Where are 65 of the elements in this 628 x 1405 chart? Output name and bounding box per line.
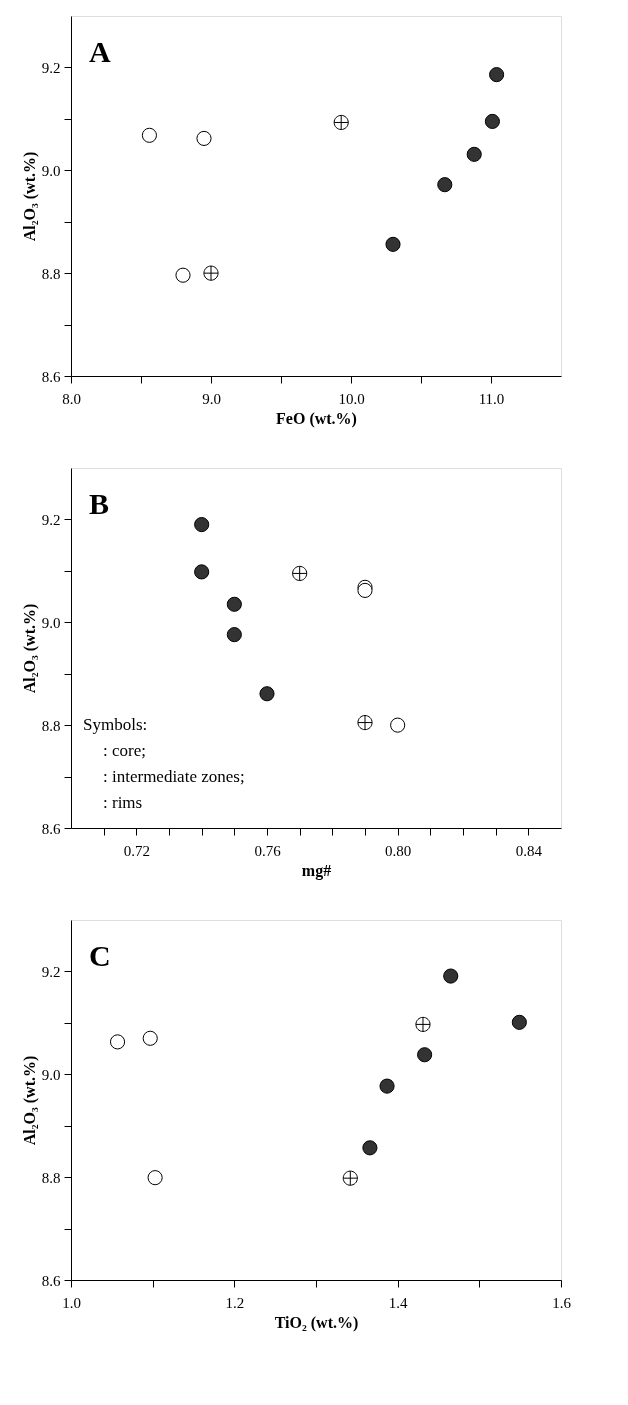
- y-tick-label: 8.8: [41, 717, 61, 734]
- y-tick-label: 9.2: [41, 511, 61, 528]
- point: [226, 596, 242, 612]
- x-tick-label: 1.0: [62, 1294, 81, 1311]
- point: [417, 1047, 433, 1063]
- text: C: [89, 939, 111, 972]
- point: [415, 1016, 431, 1032]
- x-tick-label: 1.6: [552, 1294, 572, 1311]
- y-tick-label: 9.0: [41, 162, 61, 179]
- y-axis-title: Al₂O₃ (wt.%): [20, 603, 39, 694]
- text: A: [89, 35, 111, 68]
- annotation: : rims: [103, 793, 143, 812]
- point: [342, 1170, 358, 1186]
- annotation: Symbols:: [83, 715, 148, 734]
- x-axis-title: mg#: [301, 861, 332, 880]
- point: [175, 267, 191, 283]
- y-tick-label: 8.6: [41, 820, 61, 837]
- x-tick-label: 10.0: [338, 390, 365, 407]
- point: [466, 146, 482, 162]
- x-tick-label: 1.4: [388, 1294, 409, 1311]
- y-tick-label: 9.0: [41, 614, 61, 631]
- point: [511, 1014, 527, 1030]
- point: [142, 1030, 158, 1046]
- point: [109, 1034, 126, 1050]
- annotation: : core;: [103, 741, 146, 760]
- point: [203, 265, 219, 281]
- y-tick-label: 9.2: [41, 59, 61, 76]
- text: B: [89, 487, 110, 520]
- point: [385, 236, 401, 252]
- point: [147, 1170, 163, 1186]
- point: [292, 565, 308, 581]
- y-tick-label: 8.6: [41, 1272, 61, 1289]
- y-axis-title: Al₂O₃ (wt.%): [20, 1055, 39, 1146]
- x-tick-label: 0.72: [123, 842, 150, 859]
- point: [390, 717, 406, 733]
- x-tick-label: 9.0: [202, 390, 221, 407]
- point: [259, 686, 275, 702]
- y-tick-label: 8.8: [41, 1169, 61, 1186]
- point: [333, 114, 349, 131]
- y-tick-label: 8.8: [41, 265, 61, 282]
- x-axis-title: FeO (wt.%): [276, 409, 357, 428]
- y-tick-label: 9.0: [41, 1066, 61, 1083]
- x-tick-label: 0.84: [515, 842, 543, 859]
- point: [489, 67, 505, 83]
- annotation: : intermediate zones;: [103, 767, 245, 786]
- point: [362, 1140, 378, 1156]
- point: [484, 113, 500, 129]
- x-axis-title: TiO₂ (wt.%): [274, 1313, 359, 1332]
- y-tick-label: 9.2: [41, 963, 61, 980]
- y-tick-label: 8.6: [41, 368, 61, 385]
- x-tick-label: 1.2: [225, 1294, 245, 1311]
- point: [226, 627, 242, 643]
- point: [141, 127, 157, 143]
- point: [196, 130, 212, 146]
- point: [443, 968, 459, 984]
- x-tick-label: 8.0: [62, 390, 81, 407]
- point: [194, 517, 210, 533]
- y-axis-title: Al₂O₃ (wt.%): [20, 151, 39, 242]
- point: [437, 177, 453, 193]
- point: [194, 564, 210, 580]
- x-tick-label: 0.80: [385, 842, 412, 859]
- x-tick-label: 11.0: [478, 390, 505, 407]
- x-tick-label: 0.76: [254, 842, 282, 859]
- point: [357, 715, 373, 731]
- point: [379, 1078, 395, 1094]
